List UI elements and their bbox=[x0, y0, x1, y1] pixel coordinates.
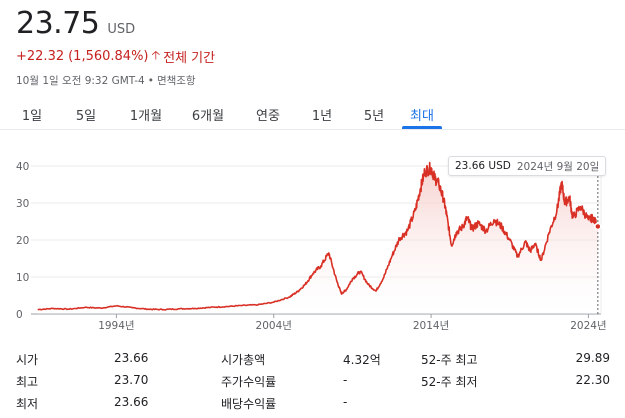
x-tick-label: 2024년 bbox=[570, 320, 606, 332]
stat-row: 최저 23.66 배당수익률 - bbox=[16, 395, 616, 415]
stat-value-52w-high: 29.89 bbox=[575, 351, 610, 365]
range-tabs: 1일 5일 1개월 6개월 연중 1년 5년 최대 bbox=[8, 101, 444, 129]
price-line bbox=[37, 161, 599, 311]
stat-value-open: 23.66 bbox=[114, 351, 149, 365]
stat-label-52w-high: 52-주 최고 bbox=[421, 353, 478, 367]
hover-point bbox=[594, 222, 602, 231]
x-tick-label: 1994년 bbox=[98, 320, 134, 332]
stat-label-market-cap: 시가총액 bbox=[221, 353, 266, 367]
stat-value-pe-ratio: - bbox=[343, 373, 348, 387]
y-tick-label: 0 bbox=[16, 309, 23, 321]
tooltip-date: 2024년 9월 20일 bbox=[516, 160, 600, 173]
y-tick-label: 30 bbox=[16, 198, 29, 210]
quote-timestamp: 10월 1일 오전 9:32 GMT-4 bbox=[16, 75, 145, 87]
price-chart[interactable]: 0 10 20 30 40 1994년 2004년 2014년 2024년 bbox=[0, 150, 625, 340]
tab-6m[interactable]: 6개월 bbox=[191, 109, 225, 124]
tab-1y[interactable]: 1년 bbox=[311, 109, 333, 124]
chart-tooltip: 23.66 USD 2024년 9월 20일 bbox=[448, 156, 607, 176]
arrow-up-icon: 🡡 bbox=[151, 48, 161, 62]
y-tick-label: 40 bbox=[16, 161, 29, 173]
stat-value-market-cap: 4.32억 bbox=[343, 353, 381, 367]
y-tick-label: 20 bbox=[16, 235, 29, 247]
tab-1d[interactable]: 1일 bbox=[21, 109, 43, 124]
stat-label-dividend-yield: 배당수익률 bbox=[221, 397, 277, 411]
stat-row: 시가 23.66 시가총액 4.32억 52-주 최고 29.89 bbox=[16, 351, 616, 371]
tooltip-price: 23.66 USD bbox=[455, 160, 511, 172]
tabs-divider bbox=[0, 129, 625, 130]
tab-max[interactable]: 최대 bbox=[400, 101, 444, 129]
stat-label-52w-low: 52-주 최저 bbox=[421, 375, 478, 389]
stat-label-open: 시가 bbox=[16, 353, 39, 367]
current-price: 23.75 bbox=[16, 6, 100, 41]
price-header: 23.75 USD bbox=[16, 6, 135, 42]
y-tick-label: 10 bbox=[16, 272, 29, 284]
tab-5y[interactable]: 5년 bbox=[363, 109, 385, 124]
change-period: 전체 기간 bbox=[163, 51, 216, 66]
stat-row: 최고 23.70 주가수익률 - 52-주 최저 22.30 bbox=[16, 373, 616, 393]
stat-value-dividend-yield: - bbox=[343, 395, 348, 409]
quote-timestamp-row: 10월 1일 오전 9:32 GMT-4 • 면책조항 bbox=[16, 73, 196, 88]
x-tick-label: 2014년 bbox=[413, 320, 449, 332]
stat-label-high: 최고 bbox=[16, 375, 39, 389]
currency-label: USD bbox=[107, 22, 136, 37]
stat-label-low: 최저 bbox=[16, 397, 39, 411]
disclaimer-link[interactable]: 면책조항 bbox=[156, 75, 196, 87]
tab-ytd[interactable]: 연중 bbox=[256, 109, 280, 124]
stat-value-52w-low: 22.30 bbox=[575, 373, 610, 387]
y-axis-labels: 0 10 20 30 40 bbox=[16, 161, 29, 321]
price-area bbox=[37, 162, 598, 314]
stat-value-high: 23.70 bbox=[114, 373, 149, 387]
x-axis-labels: 1994년 2004년 2014년 2024년 bbox=[98, 320, 606, 332]
x-tick-label: 2004년 bbox=[256, 320, 292, 332]
change-amount: +22.32 bbox=[16, 49, 65, 64]
stat-label-pe-ratio: 주가수익률 bbox=[221, 375, 277, 389]
tab-1m[interactable]: 1개월 bbox=[129, 109, 163, 124]
change-percent: (1,560.84%) bbox=[68, 49, 149, 64]
dot-separator: • bbox=[147, 75, 154, 87]
stat-value-low: 23.66 bbox=[114, 395, 149, 409]
tab-5d[interactable]: 5일 bbox=[75, 109, 97, 124]
price-change: +22.32 (1,560.84%) 🡡 전체 기간 bbox=[16, 46, 215, 67]
